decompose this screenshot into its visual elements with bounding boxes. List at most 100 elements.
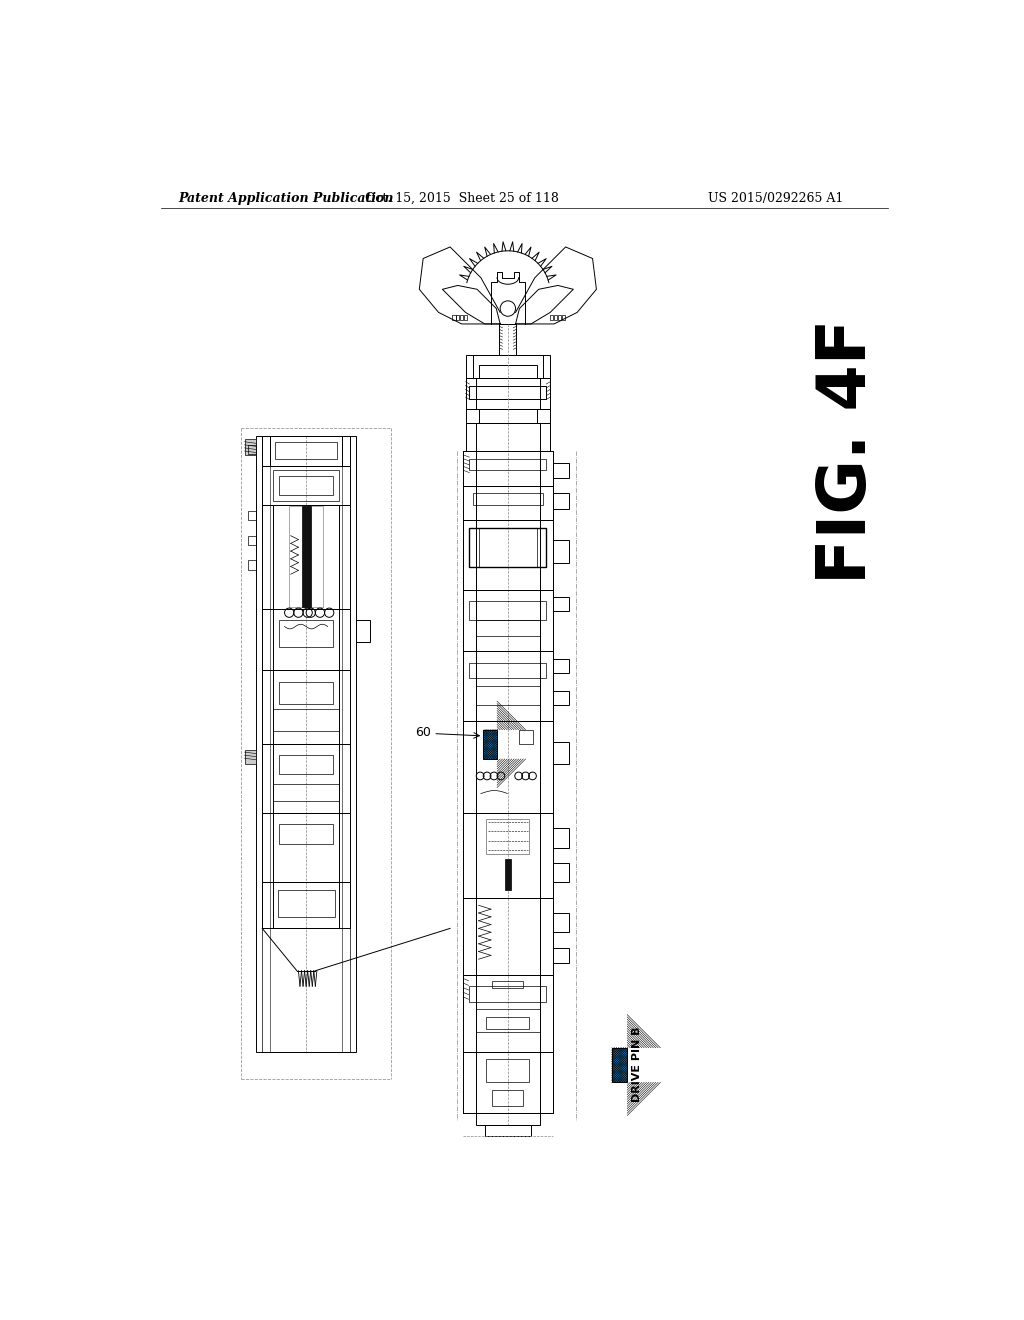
Bar (553, 462, 569, 478)
Bar (280, 475, 333, 495)
Bar (273, 709, 339, 730)
Bar (280, 825, 333, 843)
Bar (273, 470, 339, 502)
Bar (611, 1048, 628, 1082)
Bar (475, 451, 541, 1113)
Bar (463, 451, 553, 1113)
Bar (469, 663, 547, 678)
Bar (457, 314, 460, 321)
Bar (553, 829, 569, 847)
Bar (466, 378, 550, 409)
Bar (273, 506, 339, 609)
Bar (273, 882, 339, 928)
Bar (475, 422, 541, 451)
Bar (466, 355, 550, 378)
Bar (553, 659, 569, 673)
Bar (475, 620, 541, 636)
Bar (475, 1113, 541, 1125)
Bar (553, 863, 569, 882)
Bar (475, 974, 541, 1052)
Bar (273, 609, 339, 671)
Bar (453, 314, 456, 321)
Bar (466, 409, 550, 422)
Bar (262, 743, 350, 813)
Bar (463, 451, 553, 486)
Bar (280, 682, 333, 704)
Bar (249, 536, 256, 545)
Bar (262, 436, 350, 1052)
Bar (463, 898, 553, 974)
Bar (486, 1059, 529, 1082)
Bar (505, 859, 511, 890)
Bar (475, 651, 541, 721)
Bar (483, 730, 497, 759)
Bar (553, 494, 569, 508)
Bar (463, 721, 553, 813)
Bar (553, 948, 569, 964)
Bar (249, 560, 256, 570)
Text: Patent Application Publication: Patent Application Publication (178, 191, 394, 205)
Bar (478, 409, 538, 422)
Bar (558, 314, 561, 321)
Bar (493, 981, 523, 989)
Bar (262, 466, 350, 506)
Bar (469, 601, 547, 620)
Bar (463, 974, 553, 1052)
Bar (262, 436, 350, 466)
Bar (518, 730, 532, 743)
Bar (469, 385, 547, 400)
Bar (280, 620, 333, 647)
Bar (473, 494, 543, 504)
Bar (553, 692, 569, 705)
Bar (262, 813, 350, 882)
Text: 60: 60 (415, 726, 431, 739)
Bar (463, 590, 553, 651)
Bar (280, 755, 333, 775)
Bar (553, 597, 569, 611)
Bar (475, 686, 541, 705)
Bar (464, 314, 467, 321)
Bar (249, 511, 256, 520)
Bar (550, 314, 553, 321)
Bar (262, 671, 350, 743)
Bar (463, 520, 553, 590)
Bar (475, 486, 541, 520)
Bar (273, 671, 339, 743)
Bar (270, 436, 342, 1052)
Bar (475, 378, 541, 409)
Bar (262, 506, 350, 609)
Text: US 2015/0292265 A1: US 2015/0292265 A1 (708, 191, 844, 205)
Bar (478, 528, 538, 566)
Bar (553, 913, 569, 932)
Bar (275, 442, 337, 459)
Bar (484, 1125, 531, 1137)
Bar (475, 520, 541, 590)
Bar (262, 882, 350, 928)
Bar (249, 445, 256, 454)
Bar (301, 507, 310, 607)
Bar (356, 620, 370, 642)
Bar (475, 1010, 541, 1032)
Bar (273, 743, 339, 813)
Bar (562, 314, 565, 321)
Bar (469, 528, 547, 566)
Bar (463, 1052, 553, 1113)
Bar (273, 813, 339, 882)
Bar (460, 314, 463, 321)
Bar (475, 721, 541, 813)
Bar (554, 314, 557, 321)
Bar (475, 1052, 541, 1113)
Bar (245, 440, 256, 455)
Bar (475, 813, 541, 898)
Bar (553, 540, 569, 562)
Bar (289, 507, 323, 607)
Bar (500, 323, 516, 355)
Bar (483, 730, 497, 759)
Bar (553, 742, 569, 763)
Bar (475, 590, 541, 651)
Bar (463, 486, 553, 520)
Bar (466, 422, 550, 451)
Bar (469, 986, 547, 1002)
Bar (256, 436, 356, 1052)
Text: DRIVE PIN B: DRIVE PIN B (632, 1027, 642, 1102)
